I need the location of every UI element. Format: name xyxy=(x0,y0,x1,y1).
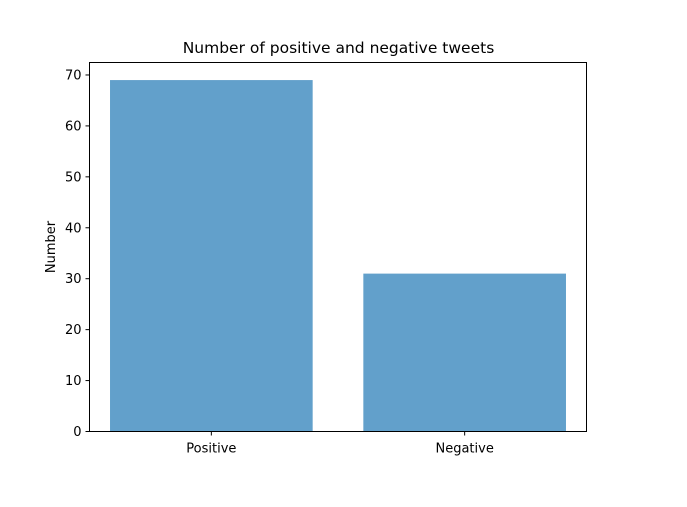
y-tick-label: 70 xyxy=(65,68,82,83)
x-tick-label-positive: Positive xyxy=(186,442,236,457)
y-tick-label: 0 xyxy=(73,425,81,440)
bar-negative xyxy=(363,273,566,432)
y-tick-label: 50 xyxy=(65,170,82,185)
chart-title: Number of positive and negative tweets xyxy=(183,39,495,57)
y-tick-label: 30 xyxy=(65,272,82,287)
y-tick-label: 20 xyxy=(65,323,82,338)
x-tick-label-negative: Negative xyxy=(435,442,493,457)
bar-positive xyxy=(110,80,313,432)
bars-layer xyxy=(110,80,566,432)
plot-frame xyxy=(89,62,587,432)
y-tick-label: 40 xyxy=(65,221,82,236)
x-axis-ticks: Positive Negative xyxy=(186,431,494,457)
y-axis-label: Number xyxy=(44,220,59,273)
y-axis-ticks: 0 10 20 30 40 50 60 70 xyxy=(65,68,90,440)
y-tick-label: 10 xyxy=(65,374,82,389)
y-tick-label: 60 xyxy=(65,119,82,134)
